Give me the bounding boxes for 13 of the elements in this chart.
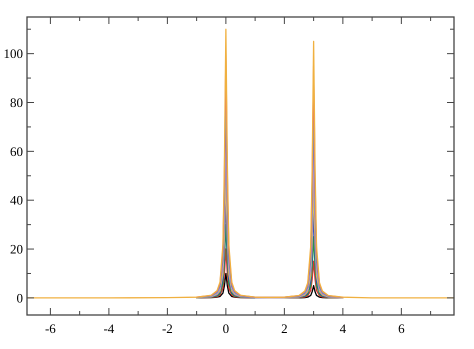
x-tick-label: -6 (44, 321, 56, 336)
x-tick-label: 4 (340, 321, 347, 336)
y-tick-label: 20 (10, 242, 23, 257)
x-tick-label: 2 (281, 321, 288, 336)
y-tick-label: 60 (10, 144, 23, 159)
y-tick-label: 100 (4, 46, 23, 62)
y-tick-label: 80 (10, 95, 23, 110)
y-tick-label: 40 (10, 192, 23, 208)
x-tick-label: 0 (222, 321, 230, 336)
x-tick-label: -4 (103, 321, 115, 336)
x-tick-label: -2 (162, 321, 173, 336)
x-tick-label: 6 (398, 321, 406, 336)
y-tick-label: 0 (16, 290, 23, 306)
